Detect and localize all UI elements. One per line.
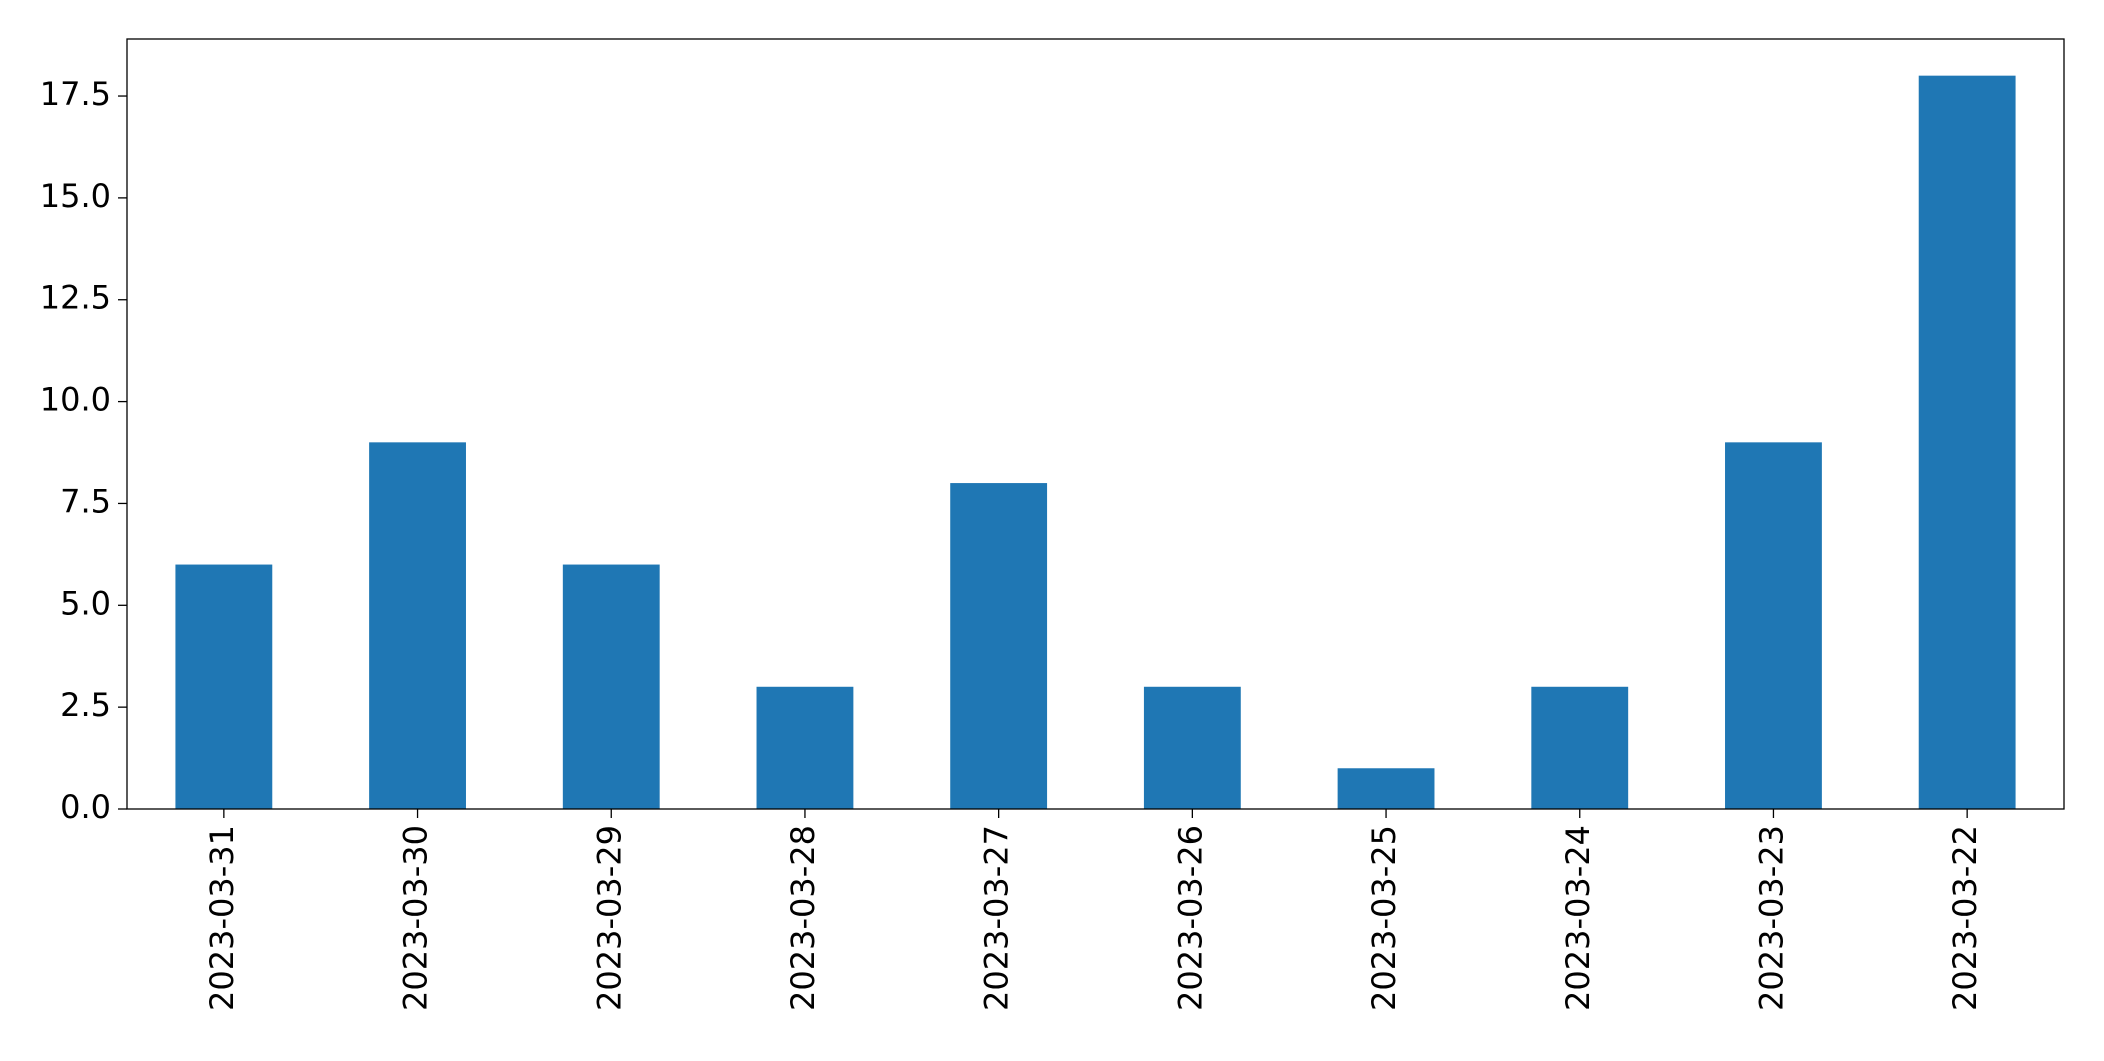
plot-frame [126, 38, 2065, 810]
y-tick-label: 5.0 [60, 584, 111, 622]
x-tick-label: 2023-03-30 [397, 825, 435, 1011]
y-tick-label: 2.5 [60, 686, 111, 724]
x-tick-label: 2023-03-31 [203, 825, 241, 1011]
y-tick-label: 7.5 [60, 482, 111, 520]
bar [1337, 768, 1435, 809]
bar [1531, 686, 1629, 809]
bar [175, 564, 273, 809]
x-tick-label: 2023-03-28 [784, 825, 822, 1011]
x-tick-label: 2023-03-29 [590, 825, 628, 1011]
x-tick-label: 2023-03-25 [1365, 825, 1403, 1011]
y-tick-label: 17.5 [40, 75, 111, 113]
bar [1918, 75, 2016, 809]
bar [950, 483, 1048, 809]
x-tick-label: 2023-03-24 [1559, 825, 1597, 1011]
bar [1725, 442, 1822, 809]
x-tick-label: 2023-03-26 [1171, 825, 1209, 1011]
x-tick-label: 2023-03-22 [1946, 825, 1984, 1011]
y-tick-label: 0.0 [60, 788, 111, 826]
bar [756, 686, 854, 809]
y-tick-label: 15.0 [40, 177, 111, 215]
bar [369, 442, 466, 809]
x-tick-label: 2023-03-27 [978, 825, 1016, 1011]
bar [562, 564, 660, 809]
y-tick-label: 10.0 [40, 381, 111, 419]
bar [1143, 686, 1241, 809]
y-tick-label: 12.5 [40, 279, 111, 317]
x-tick-label: 2023-03-23 [1752, 825, 1790, 1011]
